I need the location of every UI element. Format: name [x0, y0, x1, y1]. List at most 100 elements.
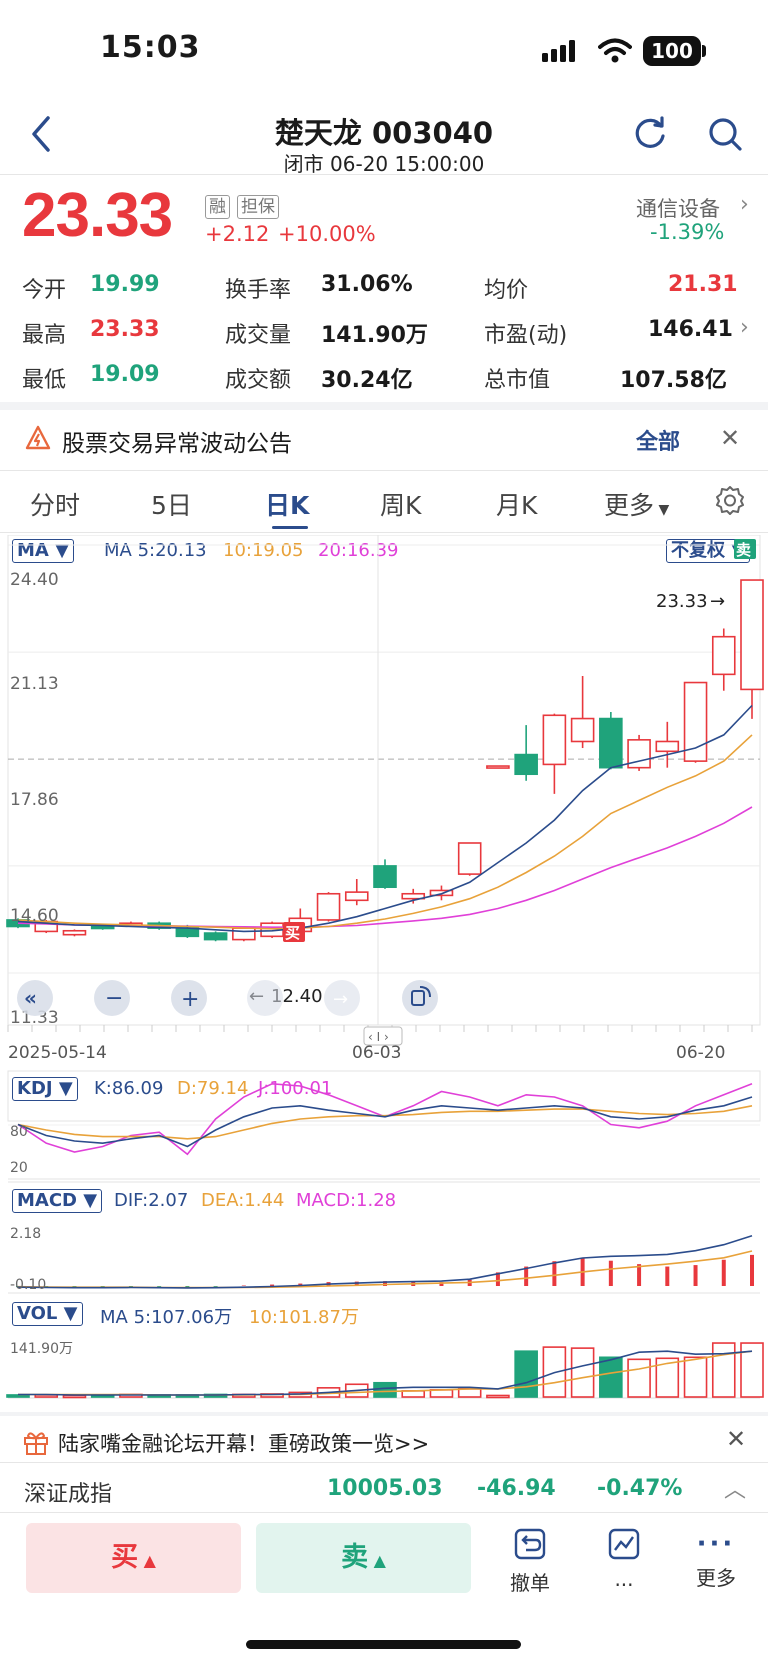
- refresh-button[interactable]: [630, 114, 670, 154]
- tab-5day[interactable]: 5日: [151, 491, 192, 520]
- index-name[interactable]: 深证成指: [24, 1482, 113, 1507]
- candle-body: [401, 892, 426, 900]
- candle-body: [232, 927, 256, 941]
- candle-body: [570, 717, 595, 743]
- buy-marker[interactable]: 买: [283, 922, 305, 942]
- zoom-in-button[interactable]: +: [171, 980, 207, 1016]
- tab-monthly-k[interactable]: 月K: [496, 491, 538, 520]
- ma10-line: [17, 734, 753, 930]
- back-button[interactable]: [22, 112, 62, 156]
- close-icon[interactable]: ✕: [720, 424, 741, 452]
- sector-link[interactable]: 通信设备: [636, 197, 720, 221]
- drag-handle[interactable]: ‹ I ›: [363, 1026, 403, 1046]
- macd-selector[interactable]: MACD ▼: [12, 1189, 103, 1213]
- caret-down-icon: ▼: [52, 1078, 73, 1099]
- more-actions-button[interactable]: ··· 更多: [676, 1526, 756, 1591]
- open-label: 今开: [22, 278, 67, 303]
- min-price-label: 12.40: [271, 986, 323, 1007]
- x-label-start: 2025-05-14: [8, 1043, 107, 1063]
- macd-tick-label: -0.10: [10, 1277, 46, 1293]
- y-tick-label: 24.40: [10, 570, 59, 590]
- volume-bar: [457, 1388, 482, 1398]
- candle-body: [740, 579, 764, 691]
- search-button[interactable]: [705, 114, 745, 154]
- vol-selector[interactable]: VOL ▼: [12, 1302, 83, 1326]
- zoom-out-button[interactable]: −: [94, 980, 130, 1016]
- x-label-end: 06-20: [676, 1043, 725, 1063]
- notice-all-link[interactable]: 全部: [636, 430, 681, 455]
- scroll-back-button[interactable]: [247, 980, 283, 1016]
- chevron-right-icon[interactable]: ›: [740, 192, 749, 217]
- turnover-rate-value: 31.06%: [321, 272, 413, 297]
- notice-text[interactable]: 股票交易异常波动公告: [62, 431, 292, 457]
- macd-tick-label: 2.18: [10, 1226, 41, 1242]
- vol-ma5-line: [18, 1350, 753, 1396]
- promo-banner-text[interactable]: 陆家嘴金融论坛开幕！重磅政策一览>>: [58, 1432, 430, 1456]
- scroll-left-button[interactable]: «: [17, 980, 53, 1016]
- tab-intraday[interactable]: 分时: [30, 491, 81, 520]
- candle-body: [514, 753, 538, 776]
- index-change: -46.94: [477, 1476, 556, 1501]
- macd-dif-line: [17, 1234, 753, 1289]
- arrow-right-icon: →: [333, 989, 348, 1010]
- kline-chart[interactable]: 24.40 21.13 17.86 14.60 11.33 2025-05-14…: [0, 535, 768, 1410]
- volume-bar: [599, 1356, 623, 1398]
- chevron-right-icon[interactable]: ›: [740, 315, 749, 340]
- candle-body: [486, 765, 510, 769]
- cancel-order-button[interactable]: 撤单: [490, 1526, 570, 1596]
- price-change-percent: +10.00%: [278, 222, 376, 246]
- index-change-percent: -0.47%: [597, 1476, 683, 1501]
- macd-macd-value: MACD:1.28: [296, 1190, 397, 1211]
- kdj-k-line: [17, 1096, 753, 1148]
- macd-dif-value: DIF:2.07: [114, 1190, 189, 1211]
- chart-grid: [7, 535, 761, 1399]
- candle-body: [90, 925, 115, 930]
- candle-body: [175, 927, 200, 938]
- kdj-k-value: K:86.09: [94, 1078, 164, 1099]
- sell-button-label: 卖: [341, 1542, 369, 1573]
- sector-change: -1.39%: [650, 220, 725, 244]
- volume-value: 141.90万: [321, 323, 428, 348]
- tab-weekly-k[interactable]: 周K: [380, 491, 422, 520]
- candle-body: [344, 891, 369, 902]
- volume-bar: [683, 1356, 708, 1398]
- promo-bottom-divider: [0, 1462, 768, 1463]
- max-price-label: 23.33: [656, 591, 708, 612]
- close-icon[interactable]: ✕: [726, 1425, 747, 1453]
- chevron-up-icon[interactable]: ︿: [724, 1478, 747, 1503]
- sell-button[interactable]: 卖 ▲: [256, 1523, 471, 1593]
- candle-body: [655, 740, 680, 753]
- buy-button-label: 买: [111, 1542, 139, 1573]
- kdj-j-value: J:100.01: [258, 1078, 333, 1099]
- y-tick-label: 11.33: [10, 1008, 59, 1028]
- promo-divider: [0, 1412, 768, 1416]
- volume-bar: [655, 1357, 680, 1398]
- stock-title: 楚天龙 003040: [274, 116, 494, 150]
- kdj-panel-frame: [7, 1070, 761, 1122]
- cancel-order-label: 撤单: [510, 1571, 550, 1595]
- battery-indicator: 100: [643, 36, 701, 66]
- high-label: 最高: [22, 323, 67, 348]
- arrow-right-icon: →: [710, 591, 725, 612]
- tab-daily-k[interactable]: 日K: [265, 491, 310, 520]
- tab-more[interactable]: 更多 ▼: [604, 486, 669, 522]
- sell-marker[interactable]: 卖: [734, 539, 756, 559]
- kdj-selector[interactable]: KDJ ▼: [12, 1077, 78, 1101]
- volume-bar: [514, 1350, 538, 1398]
- triangle-up-icon: ▲: [138, 1551, 156, 1570]
- gear-icon[interactable]: [714, 484, 746, 516]
- scroll-forward-button[interactable]: →: [324, 980, 360, 1016]
- condition-order-button[interactable]: ...: [584, 1526, 664, 1591]
- double-chevron-left-icon: «: [24, 986, 37, 1010]
- buy-button[interactable]: 买 ▲: [26, 1523, 241, 1593]
- undo-icon: [514, 1528, 546, 1560]
- caret-down-icon: ▼: [77, 1190, 98, 1211]
- volume-bar: [373, 1381, 397, 1398]
- minus-icon: −: [105, 986, 123, 1011]
- vol-ma10-value: 10:101.87万: [249, 1307, 359, 1328]
- battery-tip: [702, 45, 706, 57]
- ma5-line: [17, 704, 753, 933]
- mktcap-label: 总市值: [484, 368, 551, 393]
- rotate-screen-button[interactable]: [402, 980, 438, 1016]
- caret-down-icon: ▼: [654, 502, 670, 518]
